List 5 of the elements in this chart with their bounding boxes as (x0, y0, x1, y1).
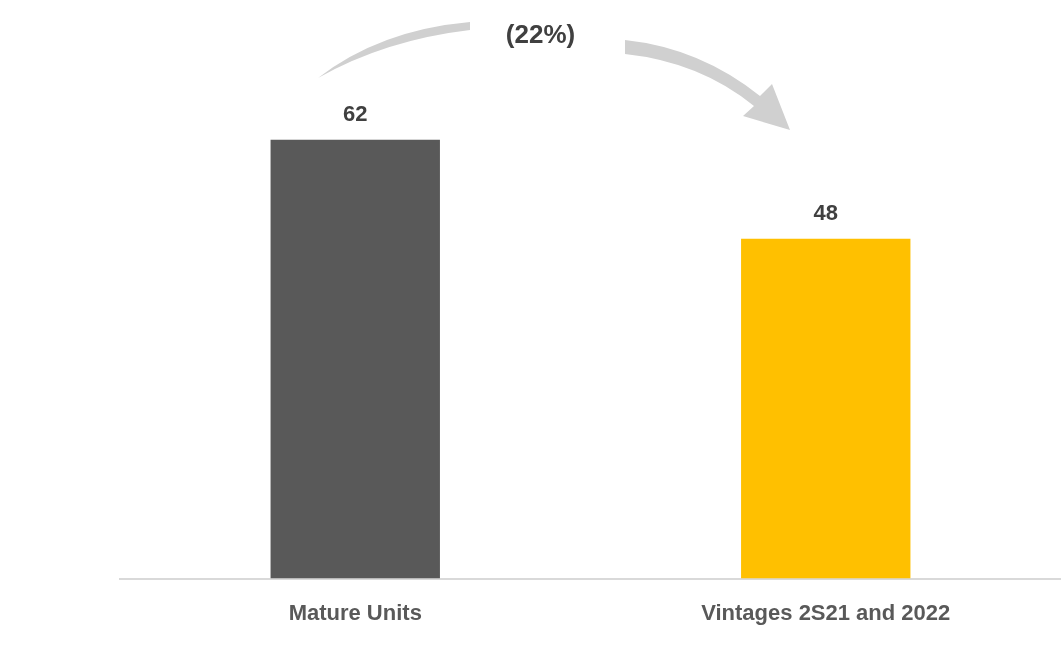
x-tick-label: Mature Units (288, 599, 422, 625)
x-tick-label: Vintages 2S21 and 2022 (701, 599, 951, 625)
data-label: 62 (343, 100, 368, 126)
data-label: 48 (813, 199, 838, 225)
text: (22%) (505, 19, 576, 50)
